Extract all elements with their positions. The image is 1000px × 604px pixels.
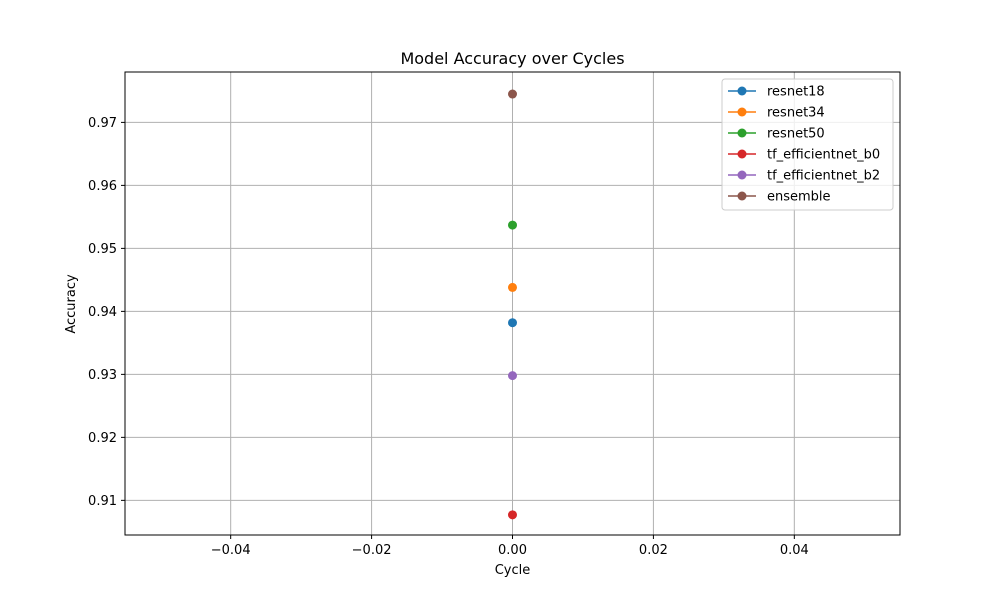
legend-label: resnet34 [767, 106, 825, 121]
legend-marker [737, 128, 747, 138]
legend-marker [737, 107, 747, 117]
data-point-resnet50[interactable] [508, 220, 517, 230]
x-axis-ticks: −0.04 −0.02 0.00 0.02 0.04 [211, 535, 809, 558]
legend: resnet18 resnet34 resnet50 tf_efficientnet_… [721, 78, 894, 211]
x-tick-label: 0.04 [780, 543, 809, 558]
legend-marker [737, 86, 747, 96]
y-tick-label: 0.94 [88, 305, 117, 320]
legend-label: ensemble [767, 190, 831, 205]
legend-label: resnet50 [767, 127, 825, 142]
y-tick-label: 0.92 [88, 431, 117, 446]
y-tick-label: 0.97 [88, 116, 117, 131]
legend-label: tf_efficientnet_b0 [767, 148, 880, 163]
legend-marker [737, 170, 747, 180]
data-point-resnet18[interactable] [508, 318, 517, 328]
y-tick-label: 0.95 [88, 242, 117, 257]
legend-box [721, 78, 894, 211]
x-tick-label: −0.04 [211, 543, 251, 558]
data-marks [508, 89, 517, 520]
data-point-ensemble[interactable] [508, 89, 517, 99]
x-axis-label: Cycle [495, 563, 531, 578]
legend-label: resnet18 [767, 85, 825, 100]
x-tick-label: 0.02 [639, 543, 668, 558]
legend-marker [737, 191, 747, 201]
y-axis-label: Accuracy [64, 274, 79, 334]
y-tick-label: 0.96 [88, 179, 117, 194]
x-tick-label: 0.00 [498, 543, 527, 558]
data-point-tf-efficientnet-b0[interactable] [508, 510, 517, 520]
data-point-tf-efficientnet-b2[interactable] [508, 371, 517, 381]
x-tick-label: −0.02 [352, 543, 392, 558]
y-tick-label: 0.91 [88, 494, 117, 509]
legend-marker [737, 149, 747, 159]
data-point-resnet34[interactable] [508, 282, 517, 292]
y-tick-label: 0.93 [88, 368, 117, 383]
chart-title: Model Accuracy over Cycles [400, 49, 624, 68]
y-axis-ticks: 0.91 0.92 0.93 0.94 0.95 0.96 0.97 [88, 116, 125, 509]
legend-label: tf_efficientnet_b2 [767, 169, 880, 184]
